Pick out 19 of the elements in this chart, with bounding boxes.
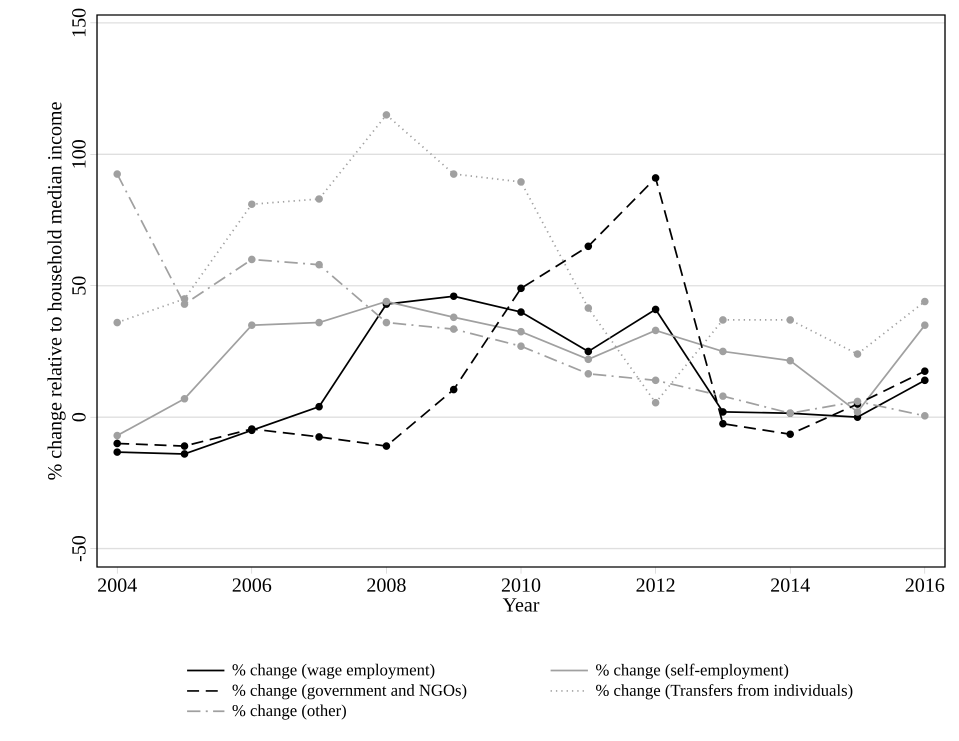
- y-tick-label: 50: [72, 276, 86, 295]
- x-tick-label: 2014: [771, 578, 810, 592]
- x-tick-label: 2004: [98, 578, 137, 592]
- x-tick-label: 2008: [367, 578, 406, 592]
- legend-label: % change (other): [232, 704, 346, 720]
- y-tick-label: 150: [72, 8, 86, 36]
- y-axis-title: % change relative to household median income: [47, 102, 66, 480]
- x-axis-title: Year: [502, 598, 540, 612]
- legend-label: % change (government and NGOs): [232, 684, 466, 700]
- legend-label: % change (Transfers from individuals): [596, 684, 852, 700]
- y-tick-label: 100: [72, 140, 86, 168]
- y-tick-label: -50: [72, 536, 86, 562]
- x-tick-label: 2012: [636, 578, 674, 592]
- legend-label: % change (wage employment): [232, 664, 434, 679]
- y-tick-label: 0: [72, 412, 86, 422]
- x-tick-label: 2010: [502, 578, 540, 592]
- legend-label: % change (self-employment): [596, 664, 788, 679]
- x-tick-label: 2006: [232, 578, 272, 592]
- x-tick-label: 2016: [906, 578, 944, 592]
